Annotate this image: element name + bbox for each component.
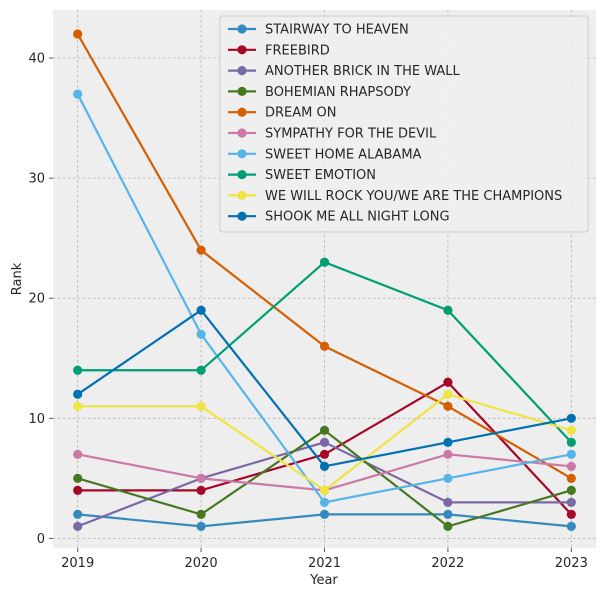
series-point bbox=[443, 389, 453, 399]
series-point bbox=[443, 377, 453, 387]
legend-marker bbox=[237, 107, 247, 117]
series-point bbox=[196, 365, 206, 375]
y-tick-label: 10 bbox=[28, 412, 45, 427]
y-tick-label: 20 bbox=[28, 292, 45, 307]
legend-label: SWEET HOME ALABAMA bbox=[265, 147, 422, 162]
series-point bbox=[73, 29, 83, 39]
legend-label: SHOOK ME ALL NIGHT LONG bbox=[265, 210, 450, 225]
series-point bbox=[196, 245, 206, 255]
legend-marker bbox=[237, 128, 247, 138]
y-tick-label: 0 bbox=[37, 532, 45, 547]
x-tick-label: 2023 bbox=[555, 556, 588, 571]
x-tick-label: 2021 bbox=[308, 556, 341, 571]
legend-marker bbox=[237, 149, 247, 159]
series-point bbox=[73, 473, 83, 483]
legend-label: SWEET EMOTION bbox=[265, 168, 376, 183]
legend-marker bbox=[237, 66, 247, 76]
series-point bbox=[319, 509, 330, 519]
series-point bbox=[566, 473, 576, 483]
series-point bbox=[319, 425, 330, 435]
legend-label: DREAM ON bbox=[265, 106, 336, 121]
series-point bbox=[73, 89, 83, 99]
series-point bbox=[566, 413, 576, 423]
series-point bbox=[73, 521, 83, 531]
series-point bbox=[566, 425, 576, 435]
series-point bbox=[566, 497, 576, 507]
legend-marker bbox=[237, 86, 247, 96]
series-point bbox=[196, 305, 206, 315]
legend-marker bbox=[237, 190, 247, 200]
series-point bbox=[196, 509, 206, 519]
series-point bbox=[73, 449, 83, 459]
series-point bbox=[196, 401, 206, 411]
legend-marker bbox=[237, 24, 247, 34]
series-point bbox=[319, 437, 330, 447]
series-point bbox=[319, 257, 330, 267]
legend-marker bbox=[237, 211, 247, 221]
series-point bbox=[566, 485, 576, 495]
series-point bbox=[566, 521, 576, 531]
series-point bbox=[319, 485, 330, 495]
legend-label: SYMPATHY FOR THE DEVIL bbox=[265, 127, 437, 142]
legend-label: ANOTHER BRICK IN THE WALL bbox=[265, 64, 460, 79]
legend-marker bbox=[237, 45, 247, 55]
series-point bbox=[73, 365, 83, 375]
x-tick-label: 2020 bbox=[185, 556, 218, 571]
series-point bbox=[566, 461, 576, 471]
series-point bbox=[443, 437, 453, 447]
series-point bbox=[443, 449, 453, 459]
y-tick-label: 30 bbox=[28, 172, 45, 187]
legend: STAIRWAY TO HEAVEN FREEBIRD ANOTHER BRICK … bbox=[219, 15, 589, 233]
series-point bbox=[443, 521, 453, 531]
series-point bbox=[319, 341, 330, 351]
series-point bbox=[566, 509, 576, 519]
series-point bbox=[73, 509, 83, 519]
series-points bbox=[73, 29, 576, 531]
series-point bbox=[73, 389, 83, 399]
series-point bbox=[319, 449, 330, 459]
series-point bbox=[566, 437, 576, 447]
legend-label: FREEBIRD bbox=[265, 43, 330, 58]
legend-label: BOHEMIAN RHAPSODY bbox=[265, 85, 411, 100]
x-tick-label: 2019 bbox=[61, 556, 94, 571]
series-point bbox=[319, 497, 330, 507]
series-point bbox=[566, 449, 576, 459]
x-axis-label: Year bbox=[309, 573, 338, 588]
axis-ticks: 2019 2020 2021 2022 2023 0 10 20 30 40 bbox=[28, 52, 587, 571]
series-point bbox=[196, 473, 206, 483]
series-point bbox=[443, 473, 453, 483]
series-point bbox=[443, 305, 453, 315]
series-point bbox=[443, 401, 453, 411]
legend-label: STAIRWAY TO HEAVEN bbox=[265, 23, 409, 38]
y-tick-label: 40 bbox=[28, 52, 45, 67]
series-point bbox=[73, 401, 83, 411]
x-tick-label: 2022 bbox=[431, 556, 464, 571]
legend-marker bbox=[237, 170, 247, 180]
series-point bbox=[319, 461, 330, 471]
series-point bbox=[443, 509, 453, 519]
series-point bbox=[443, 497, 453, 507]
legend-label: WE WILL ROCK YOU/WE ARE THE CHAMPIONS bbox=[265, 189, 562, 204]
series-point bbox=[196, 485, 206, 495]
series-point bbox=[73, 485, 83, 495]
series-point bbox=[196, 329, 206, 339]
series-point bbox=[196, 521, 206, 531]
legend-frame bbox=[219, 15, 589, 233]
y-axis-label: Rank bbox=[10, 262, 25, 295]
